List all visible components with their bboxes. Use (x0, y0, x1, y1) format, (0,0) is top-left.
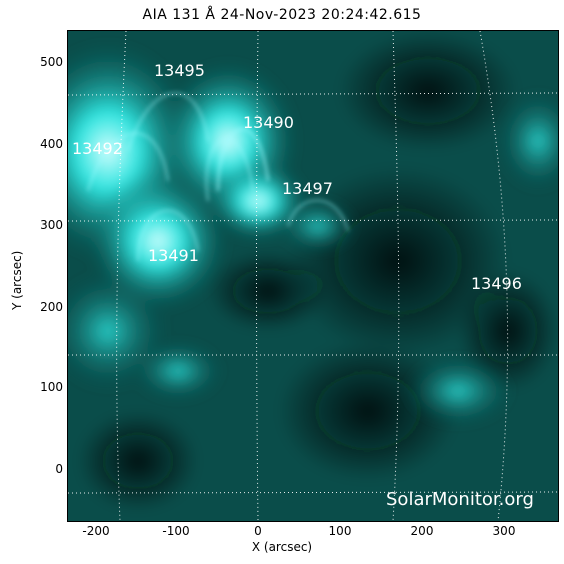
region-label: 13491 (148, 246, 199, 265)
region-label: 13495 (154, 61, 205, 80)
solar-image (68, 31, 558, 521)
x-tick-label: 0 (254, 524, 262, 538)
y-tick-label: 100 (40, 380, 63, 394)
y-axis-title: Y (arcsec) (10, 250, 24, 310)
region-label: 13492 (72, 139, 123, 158)
y-tick-label: 500 (40, 55, 63, 69)
x-tick-label: -200 (82, 524, 110, 538)
x-tick-label: 100 (328, 524, 352, 538)
region-label: 13497 (282, 179, 333, 198)
x-axis-title: X (arcsec) (251, 540, 313, 554)
image-title: AIA 131 Å 24-Nov-2023 20:24:42.615 (142, 7, 422, 23)
x-tick-label: -100 (162, 524, 190, 538)
y-tick-label: 0 (55, 462, 63, 476)
region-label: 13496 (471, 274, 522, 293)
y-tick-label: 300 (40, 218, 63, 232)
x-tick-label: 300 (492, 524, 516, 538)
x-tick-label: 200 (410, 524, 434, 538)
y-tick-label: 200 (40, 300, 63, 314)
region-label: 13490 (243, 113, 294, 132)
y-tick-label: 400 (40, 137, 63, 151)
solar-image-panel: 13495 13490 13492 13497 13491 13496 Sola… (67, 30, 559, 522)
watermark: SolarMonitor.org (386, 489, 534, 510)
